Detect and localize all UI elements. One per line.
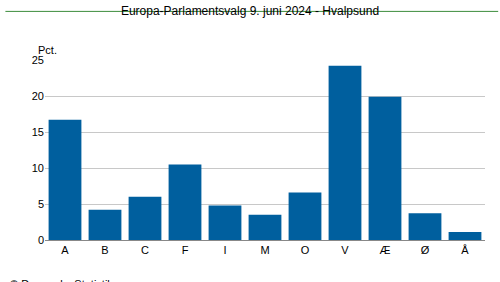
svg-text:10: 10: [32, 162, 44, 174]
svg-text:5: 5: [38, 198, 44, 210]
svg-text:A: A: [61, 244, 69, 256]
svg-text:0: 0: [38, 234, 44, 246]
svg-text:F: F: [182, 244, 189, 256]
svg-text:Europa-Parlamentsvalg 9. juni: Europa-Parlamentsvalg 9. juni 2024 - Hva…: [121, 4, 379, 18]
svg-text:Æ: Æ: [380, 244, 391, 256]
svg-text:Ø: Ø: [421, 244, 430, 256]
svg-text:20: 20: [32, 90, 44, 102]
svg-text:15: 15: [32, 126, 44, 138]
svg-text:© Danmarks Statistik: © Danmarks Statistik: [10, 278, 113, 282]
svg-text:Pct.: Pct.: [38, 44, 57, 56]
svg-text:25: 25: [32, 54, 44, 66]
svg-text:O: O: [301, 244, 310, 256]
svg-text:C: C: [141, 244, 149, 256]
svg-text:V: V: [341, 244, 349, 256]
svg-text:Å: Å: [461, 244, 469, 256]
svg-text:I: I: [223, 244, 226, 256]
svg-text:B: B: [101, 244, 108, 256]
svg-text:M: M: [260, 244, 269, 256]
